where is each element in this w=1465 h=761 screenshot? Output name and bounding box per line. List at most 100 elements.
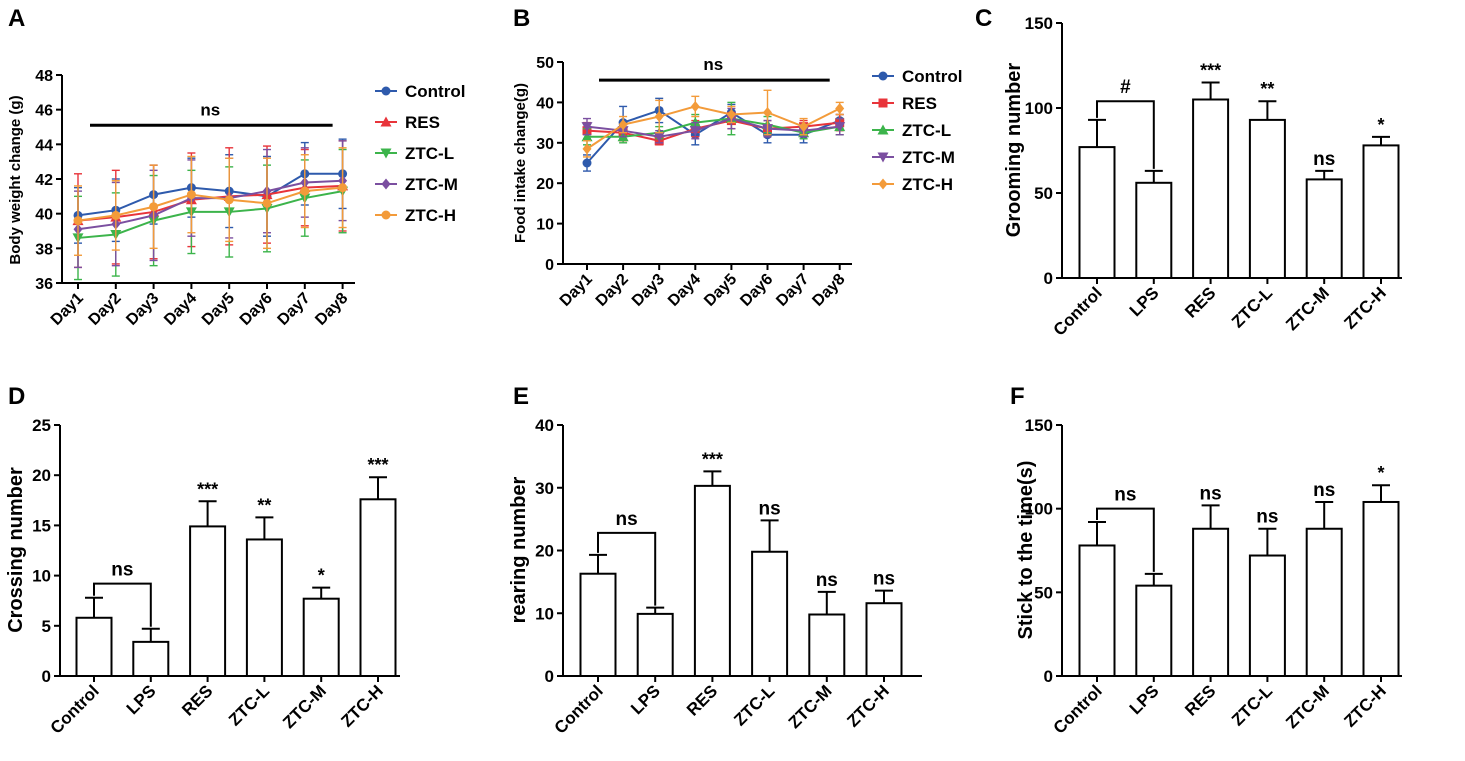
panel-e-bar-res: [693, 484, 731, 677]
panel-b-data-point: [799, 121, 809, 133]
panel-b-data-point: [726, 109, 736, 121]
panel-d-x-tick-label: ZTC-L: [225, 681, 273, 729]
panel-b-x-tick-label: Day8: [809, 271, 848, 310]
panel-f-bar-control: [1078, 544, 1116, 677]
panel-b-legend-marker: [878, 71, 888, 81]
panel-a-x-tick-label: Day3: [123, 290, 162, 329]
panel-b-x-tick-label: Day2: [593, 271, 632, 310]
panel-a-x-tick-label: Day6: [237, 290, 276, 329]
panel-e-y-tick-label: 10: [535, 604, 554, 623]
panel-f-bar-res: [1192, 527, 1230, 677]
panel-b-data-point: [618, 119, 628, 131]
panel-e-bar-ztc-m: [808, 613, 846, 678]
panel-b-x-tick-label: Day3: [629, 271, 668, 310]
panel-c-bar-lps: [1135, 181, 1173, 279]
panel-a-data-point: [111, 210, 121, 220]
panel-d-bar-lps: [132, 640, 170, 678]
panel-label-b: B: [513, 5, 530, 32]
panel-f-x-tick-label: RES: [1181, 681, 1219, 719]
panel-e-bracket-label: ns: [616, 509, 638, 530]
panel-d-bar-res: [189, 525, 227, 677]
panel-c-y-axis-title: Grooming number: [1003, 63, 1025, 238]
panel-f-y-tick-label: 150: [1025, 416, 1053, 435]
panel-d-y-tick-label: 15: [32, 516, 51, 535]
panel-a-y-tick-label: 46: [35, 103, 53, 120]
panel-b-y-axis-title: Food intake change(g): [512, 83, 529, 243]
panel-d-comparison-bracket: [93, 582, 152, 627]
panel-e-y-tick-label: 20: [535, 542, 554, 561]
panel-c-significance-label: **: [1260, 79, 1274, 99]
panel-b-legend-label: RES: [902, 94, 937, 113]
panel-c-bar-res: [1192, 98, 1230, 279]
panel-b-legend-label: ZTC-M: [902, 148, 955, 167]
panel-a-x-tick-label: Day5: [199, 290, 238, 329]
panel-f-significance-label: ns: [1200, 483, 1222, 504]
panel-a-x-tick-label: Day8: [312, 290, 351, 329]
panel-a-series-line: [77, 190, 343, 239]
panel-d-significance-label: ***: [197, 479, 218, 499]
panel-e-significance-label: ***: [702, 449, 723, 469]
panel-e-significance-label: ns: [873, 569, 895, 590]
panel-b-series-line: [586, 105, 841, 150]
panel-e-bar-ztc-l: [751, 550, 789, 678]
panel-a-series-ztc-h: [73, 147, 348, 256]
panel-b-data-point: [763, 107, 772, 118]
panel-a-legend-marker: [380, 148, 392, 159]
panel-d-x-tick-label: ZTC-H: [337, 681, 386, 730]
panel-f-x-tick-label: ZTC-L: [1228, 681, 1276, 729]
panel-f-bar-ztc-m: [1305, 527, 1343, 677]
panel-a-y-tick-label: 42: [35, 172, 53, 189]
panel-b-legend-label: ZTC-L: [902, 121, 951, 140]
panel-d-bar-ztc-l: [245, 538, 283, 677]
panel-a-legend-label: ZTC-M: [405, 175, 458, 194]
panel-f-x-tick-label: ZTC-M: [1282, 681, 1333, 732]
panel-f-y-tick-label: 0: [1044, 667, 1053, 686]
panel-f-significance-label: ns: [1256, 507, 1278, 528]
panel-b-data-point: [834, 122, 846, 133]
panel-d-y-tick-label: 0: [42, 667, 51, 686]
panel-e-y-tick-label: 0: [545, 667, 554, 686]
panel-b-y-tick-label: 30: [536, 136, 554, 153]
panel-f-y-tick-label: 50: [1034, 583, 1053, 602]
panel-e-significance-label: ns: [816, 570, 838, 591]
charts-layer: 36384042444648Day1Day2Day3Day4Day5Day6Da…: [5, 14, 1402, 738]
panel-a-x-tick-label: Day2: [86, 290, 125, 329]
panel-b-legend-marker: [877, 124, 889, 135]
panel-b-y-tick-label: 20: [536, 176, 554, 193]
panel-c-bar-ztc-l: [1248, 118, 1286, 280]
panel-e-x-tick-label: ZTC-M: [785, 681, 836, 732]
panel-d-significance-label: **: [257, 495, 271, 515]
panel-a-data-point: [338, 183, 348, 193]
panel-e-bar-control: [579, 572, 617, 678]
panel-a-y-tick-label: 36: [35, 276, 53, 293]
panel-b-x-tick-label: Day5: [701, 271, 740, 310]
panel-d-significance-label: *: [318, 566, 325, 586]
panel-b-x-tick-label: Day7: [773, 271, 812, 310]
panel-c-y-tick-label: 50: [1034, 184, 1053, 203]
panel-c-x-tick-label: ZTC-H: [1340, 283, 1389, 332]
panel-e-comparison-bracket: [597, 531, 657, 606]
panel-a-legend-label: ZTC-H: [405, 206, 456, 225]
panel-a-y-tick-label: 38: [35, 241, 53, 258]
panel-c-x-tick-label: RES: [1181, 283, 1219, 321]
panel-a-legend-marker: [381, 210, 391, 220]
panel-b-x-tick-label: Day1: [557, 271, 596, 310]
panel-a-legend-label: RES: [405, 113, 440, 132]
panel-f-y-tick-label: 100: [1025, 500, 1053, 519]
panel-c-y-tick-label: 100: [1025, 99, 1053, 118]
panel-a-legend-label: ZTC-L: [405, 144, 454, 163]
panel-e-significance-label: ns: [759, 498, 781, 519]
panel-e-x-tick-label: ZTC-H: [843, 681, 892, 730]
panel-f-significance-label: *: [1377, 463, 1384, 483]
panel-c-x-tick-label: LPS: [1126, 283, 1163, 320]
panel-b-y-tick-label: 0: [545, 257, 554, 274]
panel-c-x-tick-label: Control: [1050, 283, 1106, 339]
panel-a-data-point: [186, 190, 196, 200]
panel-label-f: F: [1010, 383, 1025, 410]
panel-d-bar-ztc-h: [359, 498, 397, 677]
panel-a-y-tick-label: 44: [35, 137, 53, 154]
panel-a-x-tick-label: Day1: [48, 290, 87, 329]
panel-a-series-line: [77, 186, 343, 222]
panel-b-data-point: [835, 102, 845, 114]
